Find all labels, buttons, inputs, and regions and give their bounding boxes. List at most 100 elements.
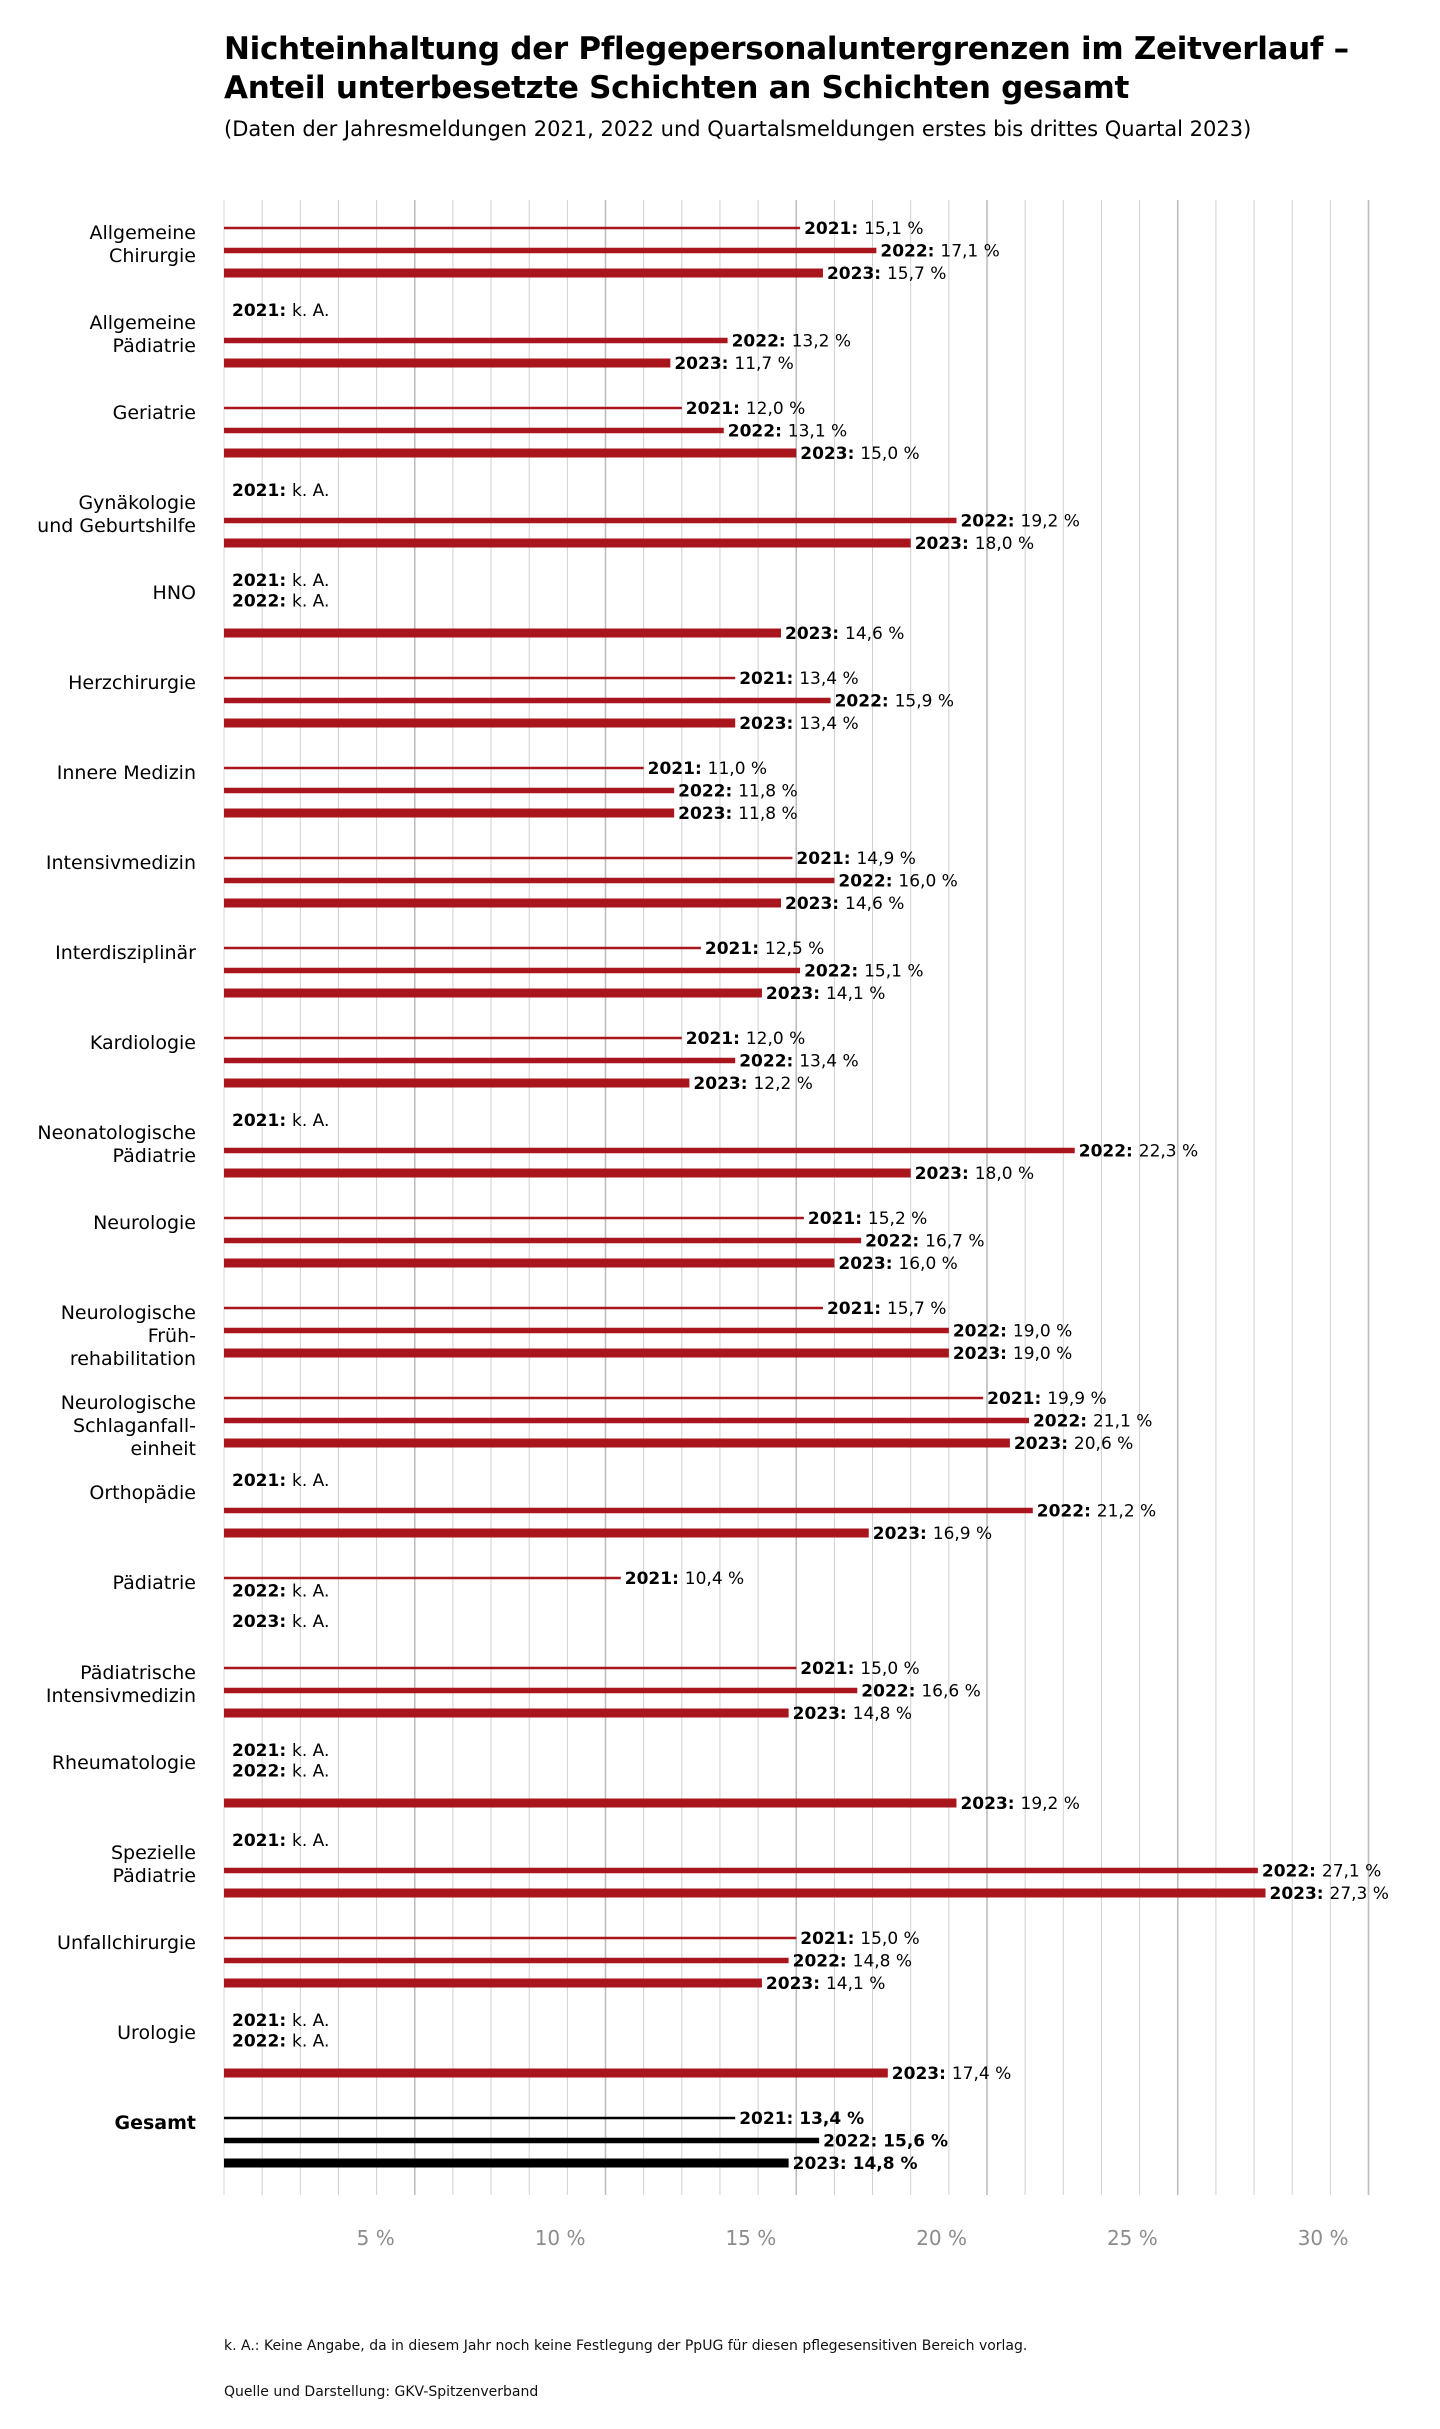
bar-2023 bbox=[224, 1528, 869, 1538]
value-text: 17,1 % bbox=[940, 242, 999, 262]
category-label-line: Intensivmedizin bbox=[46, 852, 196, 874]
value-text: 13,2 % bbox=[792, 332, 851, 352]
year-label: 2023: bbox=[827, 264, 887, 284]
bar-2022 bbox=[224, 1417, 1029, 1424]
value-text: 18,0 % bbox=[975, 534, 1034, 554]
data-label: 2021: 15,0 % bbox=[800, 1659, 919, 1679]
bar-2022 bbox=[224, 1687, 858, 1694]
category-group: Herzchirurgie 2021: 13,4 %2022: 15,9 %202… bbox=[68, 669, 954, 734]
data-label: 2022: 21,1 % bbox=[1033, 1412, 1152, 1432]
year-label: 2022: bbox=[732, 332, 792, 352]
year-label: 2021: bbox=[232, 301, 292, 321]
data-label: 2023: 19,0 % bbox=[953, 1344, 1072, 1364]
year-label: 2023: bbox=[800, 444, 860, 464]
year-label: 2023: bbox=[1014, 1434, 1074, 1454]
year-label: 2022: bbox=[1079, 1142, 1139, 1162]
category-group: Neurologische Früh-rehabilitation 2021: 15… bbox=[61, 1299, 1073, 1370]
year-label: 2023: bbox=[766, 984, 826, 1004]
data-label: 2023: 14,8 % bbox=[793, 1704, 912, 1724]
category-group: Interdisziplinär 2021: 12,5 % 2022: 15,1 %… bbox=[55, 939, 923, 1004]
value-text: 20,6 % bbox=[1074, 1434, 1133, 1454]
value-text: 15,7 % bbox=[887, 1299, 946, 1319]
category-label-line: Herzchirurgie bbox=[68, 672, 196, 694]
x-tick-label: 30 % bbox=[1298, 2226, 1349, 2250]
category-label-line: Pädiatrie bbox=[113, 1145, 196, 1167]
bar-2021 bbox=[224, 1216, 804, 1220]
missing-value-label: 2021: k. A. bbox=[232, 481, 329, 501]
category-label-line: und Geburtshilfe bbox=[37, 515, 196, 537]
value-text: k. A. bbox=[292, 301, 329, 321]
value-text: 14,6 % bbox=[845, 894, 904, 914]
value-text: 27,1 % bbox=[1322, 1862, 1381, 1882]
value-text: 14,1 % bbox=[826, 984, 885, 1004]
value-text: 19,2 % bbox=[1021, 512, 1080, 532]
bar-2022 bbox=[224, 1147, 1075, 1154]
missing-value-label: 2022: k. A. bbox=[232, 592, 329, 612]
category-label: Kardiologie bbox=[90, 1032, 196, 1054]
category-group: Kardiologie 2021: 12,0 %2022: 13,4 %2023:… bbox=[90, 1029, 859, 1094]
data-label: 2021: 15,7 % bbox=[827, 1299, 946, 1319]
category-label-line: Unfallchirurgie bbox=[57, 1932, 196, 1954]
bar-2021 bbox=[224, 406, 682, 410]
bar-2023 bbox=[224, 1168, 911, 1178]
value-text: k. A. bbox=[292, 1111, 329, 1131]
year-label: 2023: bbox=[838, 1254, 898, 1274]
x-tick-label: 15 % bbox=[725, 2226, 776, 2250]
year-label: 2023: bbox=[785, 894, 845, 914]
bar-2022 bbox=[224, 337, 728, 344]
data-label: 2023: 14,1 % bbox=[766, 1974, 885, 1994]
value-text: 11,8 % bbox=[738, 804, 797, 824]
source-note: Quelle und Darstellung: GKV-Spitzenverba… bbox=[224, 2384, 539, 2400]
category-label: Pädiatrie bbox=[113, 1572, 196, 1594]
category-label-line: Früh- bbox=[148, 1325, 196, 1347]
year-label: 2022: bbox=[861, 1682, 921, 1702]
bar-2022 bbox=[224, 1957, 789, 1964]
year-label: 2021: bbox=[808, 1209, 868, 1229]
data-label: 2023: 14,1 % bbox=[766, 984, 885, 1004]
data-label: 2023: 14,8 % bbox=[793, 2154, 918, 2174]
data-label: 2022: 11,8 % bbox=[678, 782, 797, 802]
bar-2023 bbox=[224, 268, 823, 278]
year-label: 2023: bbox=[678, 804, 738, 824]
category-label: Intensivmedizin bbox=[46, 852, 196, 874]
value-text: k. A. bbox=[292, 1741, 329, 1761]
year-label: 2021: bbox=[232, 1471, 292, 1491]
value-text: 15,9 % bbox=[895, 692, 954, 712]
bar-2023 bbox=[224, 1888, 1266, 1898]
category-label: Neonatologische Pädiatrie bbox=[37, 1122, 196, 1167]
missing-value-label: 2021: k. A. bbox=[232, 571, 329, 591]
data-label: 2023: 16,0 % bbox=[838, 1254, 957, 1274]
category-label-line: Allgemeine bbox=[89, 222, 196, 244]
category-group: Gesamt 2021: 13,4 %2022: 15,6 %2023: 14,8… bbox=[115, 2109, 949, 2174]
year-label: 2021: bbox=[739, 2109, 799, 2129]
bar-2023 bbox=[224, 1708, 789, 1718]
value-text: 13,4 % bbox=[799, 2109, 864, 2129]
value-text: 16,9 % bbox=[933, 1524, 992, 1544]
bar-2023 bbox=[224, 898, 781, 908]
category-label-line: Rheumatologie bbox=[52, 1752, 196, 1774]
bar-2021 bbox=[224, 1036, 682, 1040]
value-text: 14,6 % bbox=[845, 624, 904, 644]
category-label-line: Allgemeine bbox=[89, 312, 196, 334]
category-group: Rheumatologie 2021: k. A.2022: k. A. 2023:… bbox=[52, 1741, 1080, 1814]
year-label: 2021: bbox=[232, 1831, 292, 1851]
category-label-line: Spezielle bbox=[111, 1842, 196, 1864]
category-label: Urologie bbox=[117, 2022, 196, 2044]
category-group: Orthopädie 2021: k. A. 2022: 21,2 % 2023: 1… bbox=[89, 1471, 1156, 1544]
bar-2022 bbox=[224, 1057, 736, 1064]
value-text: 15,2 % bbox=[868, 1209, 927, 1229]
value-text: 15,6 % bbox=[883, 2132, 948, 2152]
data-label: 2023: 13,4 % bbox=[739, 714, 858, 734]
chart-title-line1: Nichteinhaltung der Pflegepersonalunterg… bbox=[224, 31, 1349, 67]
data-label: 2021: 14,9 % bbox=[796, 849, 915, 869]
year-label: 2023: bbox=[915, 534, 975, 554]
bar-2022 bbox=[224, 697, 831, 704]
year-label: 2021: bbox=[686, 399, 746, 419]
bar-2022 bbox=[224, 247, 877, 254]
year-label: 2022: bbox=[232, 1762, 292, 1782]
value-text: 21,2 % bbox=[1097, 1502, 1156, 1522]
bar-2022 bbox=[224, 967, 801, 974]
value-text: k. A. bbox=[292, 481, 329, 501]
value-text: 12,0 % bbox=[746, 399, 805, 419]
value-text: 14,1 % bbox=[826, 1974, 885, 1994]
